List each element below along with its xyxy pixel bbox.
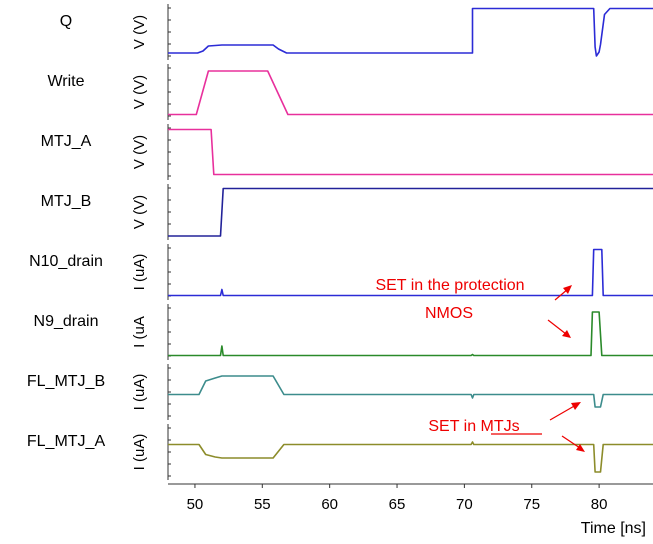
x-tick-label: 60 — [321, 496, 338, 513]
trace-q — [168, 7, 653, 57]
annotations: SET in the protection NMOS SET in MTJs — [375, 277, 585, 452]
annotation-arrows — [547, 285, 585, 452]
signal-panel-n9-drain: N9_drain I (uA — [34, 304, 653, 360]
arrowhead-n9 — [562, 330, 571, 338]
trace-mtj-b — [168, 187, 653, 237]
x-tick-label: 55 — [254, 496, 271, 513]
x-tick-label: 50 — [187, 496, 204, 513]
unit-label: V (V) — [131, 75, 148, 109]
signal-panel-n10-drain: N10_drain I (uA) — [29, 244, 653, 300]
annotation-nmos: NMOS — [425, 305, 473, 322]
signal-panel-mtj-a: MTJ_A V (V) — [41, 124, 653, 180]
unit-label: V (V) — [131, 15, 148, 49]
signal-label: N10_drain — [29, 253, 103, 270]
arrow-to-fla — [561, 435, 581, 449]
signal-label: Write — [47, 73, 84, 90]
trace-write — [168, 70, 653, 116]
unit-label: I (uA) — [131, 374, 148, 411]
trace-n10-drain — [168, 248, 653, 297]
unit-label: I (uA — [131, 316, 148, 348]
signal-panel-fl-mtj-b: FL_MTJ_B I (uA) — [27, 364, 653, 420]
trace-fl-mtj-b — [168, 375, 653, 408]
signal-panel-fl-mtj-a: FL_MTJ_A I (uA) — [27, 424, 653, 480]
x-axis-title: Time [ns] — [581, 520, 646, 537]
arrowhead-n10 — [563, 285, 572, 294]
arrowhead-flb — [571, 402, 581, 410]
trace-mtj-a — [168, 128, 653, 176]
arrow-to-flb — [549, 404, 577, 421]
annotation-set-mtjs: SET in MTJs — [428, 418, 519, 435]
signal-label: FL_MTJ_B — [27, 373, 105, 390]
x-tick-label: 65 — [389, 496, 406, 513]
unit-label: I (uA) — [131, 434, 148, 471]
unit-label: I (uA) — [131, 254, 148, 291]
x-tick-label: 75 — [523, 496, 540, 513]
signal-label: MTJ_A — [41, 133, 92, 150]
arrow-to-n9 — [547, 319, 567, 335]
signal-label: Q — [60, 13, 72, 30]
time-axis: 50 55 60 65 70 75 80 Time [ns] — [168, 483, 653, 537]
signal-label: MTJ_B — [41, 193, 92, 210]
arrowhead-fla — [576, 444, 585, 452]
signal-panel-q: Q V (V) — [60, 4, 653, 60]
unit-label: V (V) — [131, 195, 148, 229]
signal-panels: Q V (V) Write V (V) MTJ_A V (V) MTJ_B V (V) N10_… — [27, 4, 653, 480]
signal-panel-mtj-b: MTJ_B V (V) — [41, 184, 653, 240]
signal-panel-write: Write V (V) — [47, 64, 653, 120]
x-tick-label: 70 — [456, 496, 473, 513]
annotation-set-protection: SET in the protection — [375, 277, 524, 294]
signal-label: FL_MTJ_A — [27, 433, 106, 450]
trace-fl-mtj-a — [168, 441, 653, 473]
signal-label: N9_drain — [34, 313, 99, 330]
unit-label: V (V) — [131, 135, 148, 169]
trace-n9-drain — [168, 311, 653, 357]
x-tick-label: 80 — [591, 496, 608, 513]
